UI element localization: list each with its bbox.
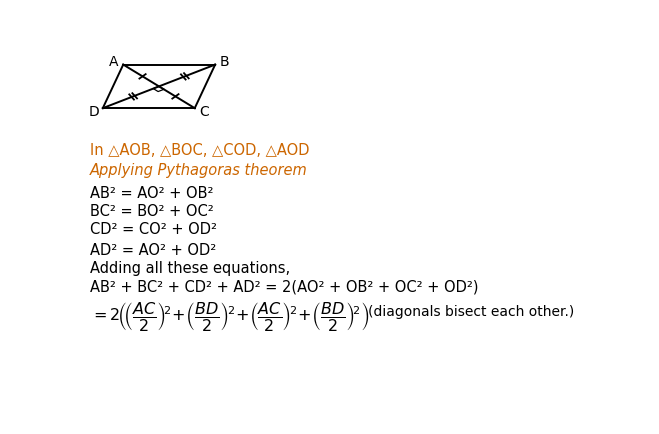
Text: AD² = AO² + OD²: AD² = AO² + OD² <box>90 243 216 257</box>
Text: Applying Pythagoras theorem: Applying Pythagoras theorem <box>90 163 308 178</box>
Text: AB² + BC² + CD² + AD² = 2(AO² + OB² + OC² + OD²): AB² + BC² + CD² + AD² = 2(AO² + OB² + OC… <box>90 279 478 294</box>
Text: C: C <box>199 105 209 118</box>
Text: A: A <box>109 55 119 69</box>
Text: D: D <box>88 105 99 118</box>
Text: CD² = CO² + OD²: CD² = CO² + OD² <box>90 221 217 236</box>
Text: In △AOB, △BOC, △COD, △AOD: In △AOB, △BOC, △COD, △AOD <box>90 142 310 157</box>
Text: Adding all these equations,: Adding all these equations, <box>90 260 290 276</box>
Text: BC² = BO² + OC²: BC² = BO² + OC² <box>90 203 214 218</box>
Text: B: B <box>219 55 229 69</box>
Text: AB² = AO² + OB²: AB² = AO² + OB² <box>90 185 214 200</box>
Text: (diagonals bisect each other.): (diagonals bisect each other.) <box>368 304 575 318</box>
Text: $= 2\!\left(\!\left(\dfrac{AC}{2}\right)^{\!2}\!+\!\left(\dfrac{BD}{2}\right)^{\: $= 2\!\left(\!\left(\dfrac{AC}{2}\right)… <box>90 299 370 332</box>
